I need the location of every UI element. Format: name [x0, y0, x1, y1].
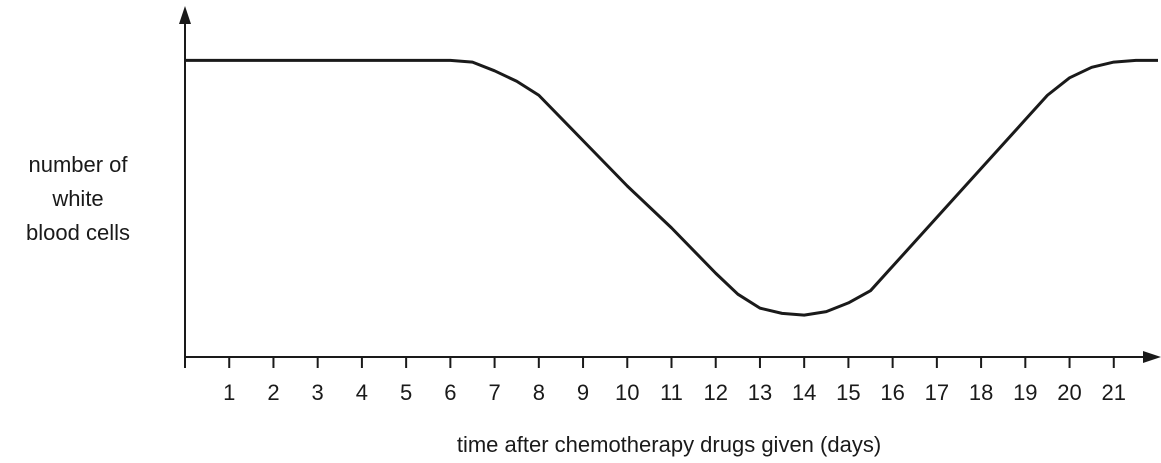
x-tick-label: 3: [312, 380, 324, 405]
data-line: [185, 58, 1158, 317]
x-tick-label: 7: [488, 380, 500, 405]
x-tick-label: 15: [836, 380, 860, 405]
x-tick-label: 18: [969, 380, 993, 405]
y-axis-label: blood cells: [26, 220, 130, 245]
x-tick-label: 19: [1013, 380, 1037, 405]
x-tick-label: 5: [400, 380, 412, 405]
x-tick-label: 12: [703, 380, 727, 405]
x-tick-label: 20: [1057, 380, 1081, 405]
x-tick-label: 13: [748, 380, 772, 405]
x-axis-arrow: [1143, 351, 1161, 363]
y-axis-label: number of: [28, 152, 128, 177]
y-axis-arrow: [179, 6, 191, 24]
y-axis-label: white: [51, 186, 103, 211]
x-tick-label: 21: [1102, 380, 1126, 405]
x-tick-label: 4: [356, 380, 368, 405]
x-tick-label: 16: [880, 380, 904, 405]
x-tick-label: 6: [444, 380, 456, 405]
x-tick-label: 2: [267, 380, 279, 405]
x-tick-label: 17: [925, 380, 949, 405]
x-tick-label: 10: [615, 380, 639, 405]
x-axis-label: time after chemotherapy drugs given (day…: [457, 432, 881, 457]
x-tick-label: 9: [577, 380, 589, 405]
x-tick-label: 11: [660, 380, 683, 405]
x-tick-label: 14: [792, 380, 816, 405]
x-tick-label: 8: [533, 380, 545, 405]
x-tick-label: 1: [223, 380, 235, 405]
